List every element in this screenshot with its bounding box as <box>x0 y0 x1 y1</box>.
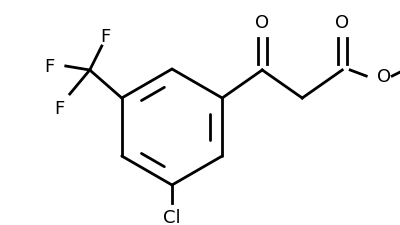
Text: Cl: Cl <box>163 208 181 225</box>
Text: O: O <box>377 68 391 86</box>
Text: O: O <box>255 14 269 32</box>
Text: F: F <box>55 99 65 117</box>
Text: O: O <box>335 14 349 32</box>
Text: F: F <box>101 28 111 46</box>
Text: F: F <box>45 58 55 76</box>
